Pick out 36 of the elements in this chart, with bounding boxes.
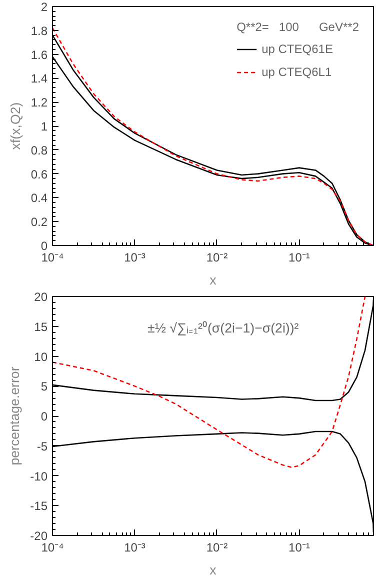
x-axis-title: x xyxy=(210,272,217,288)
legend-label: up CTEQ61E xyxy=(262,42,333,56)
y-tick-label: 1.2 xyxy=(30,96,48,110)
legend-label: up CTEQ6L1 xyxy=(262,65,332,79)
y-tick-label: 0 xyxy=(40,239,48,253)
y-tick-label: -10 xyxy=(30,469,48,484)
y-tick-label: 0.2 xyxy=(30,215,48,230)
x-tick-label: 10⁻³ xyxy=(124,540,146,554)
annotation: ±½ √∑ᵢ₌₁²⁰(σ(2i−1)−σ(2i))² xyxy=(148,320,300,336)
y-tick-label: 0 xyxy=(40,410,48,424)
x-tick-label: 10⁻¹ xyxy=(288,540,310,554)
y-tick-label: 0.4 xyxy=(30,191,48,206)
y-axis-title: percentage.error xyxy=(7,366,22,466)
y-tick-label: 15 xyxy=(34,320,48,334)
x-tick-label: 10⁻⁴ xyxy=(41,250,64,264)
y-tick-label: 0.8 xyxy=(30,143,48,158)
legend-title: Q**2= 100 GeV**2 xyxy=(236,20,359,34)
y-tick-label: 5 xyxy=(40,380,48,394)
x-tick-label: 10⁻² xyxy=(206,250,228,264)
y-axis-title: xf(x,Q2) xyxy=(8,102,23,150)
y-tick-label: -5 xyxy=(36,439,48,454)
y-tick-label: 1.8 xyxy=(30,24,48,38)
x-tick-label: 10⁻¹ xyxy=(288,250,310,264)
y-tick-label: 0.6 xyxy=(30,167,48,182)
x-tick-label: 10⁻² xyxy=(206,540,228,554)
y-tick-label: 10 xyxy=(34,350,48,364)
y-tick-label: -15 xyxy=(30,499,48,514)
x-tick-label: 10⁻³ xyxy=(124,250,146,264)
y-tick-label: -20 xyxy=(30,529,48,543)
x-tick-label: 10⁻⁴ xyxy=(41,540,64,554)
y-tick-label: 2 xyxy=(40,0,48,14)
x-axis-title: x xyxy=(210,562,217,578)
y-tick-label: 20 xyxy=(34,290,48,304)
y-tick-label: 1 xyxy=(40,120,48,134)
y-tick-label: 1.4 xyxy=(30,72,48,86)
y-tick-label: 1.6 xyxy=(30,48,48,62)
